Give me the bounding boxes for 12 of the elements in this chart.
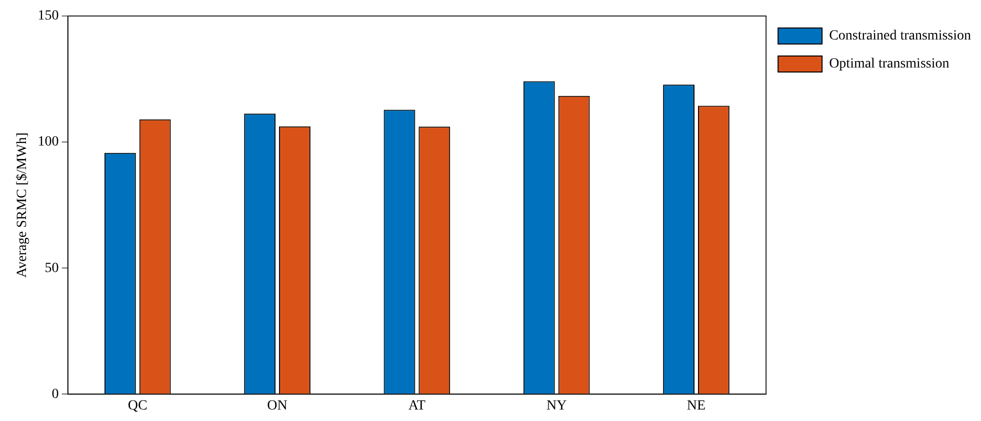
x-tick-label: NE: [686, 398, 706, 414]
y-tick-label: 0: [52, 386, 59, 402]
x-tick-label: AT: [408, 398, 426, 414]
y-tick-label: 150: [38, 8, 59, 24]
x-tick-label: NY: [546, 398, 567, 414]
y-tick-label: 100: [38, 134, 59, 150]
x-tick-label: QC: [128, 398, 148, 414]
y-axis-title: Average SRMC [$/MWh]: [15, 132, 30, 278]
y-tick-label: 50: [44, 260, 59, 276]
legend-label: Constrained transmission: [829, 28, 972, 44]
x-tick-label: ON: [267, 398, 288, 414]
legend-label: Optimal transmission: [829, 56, 950, 72]
